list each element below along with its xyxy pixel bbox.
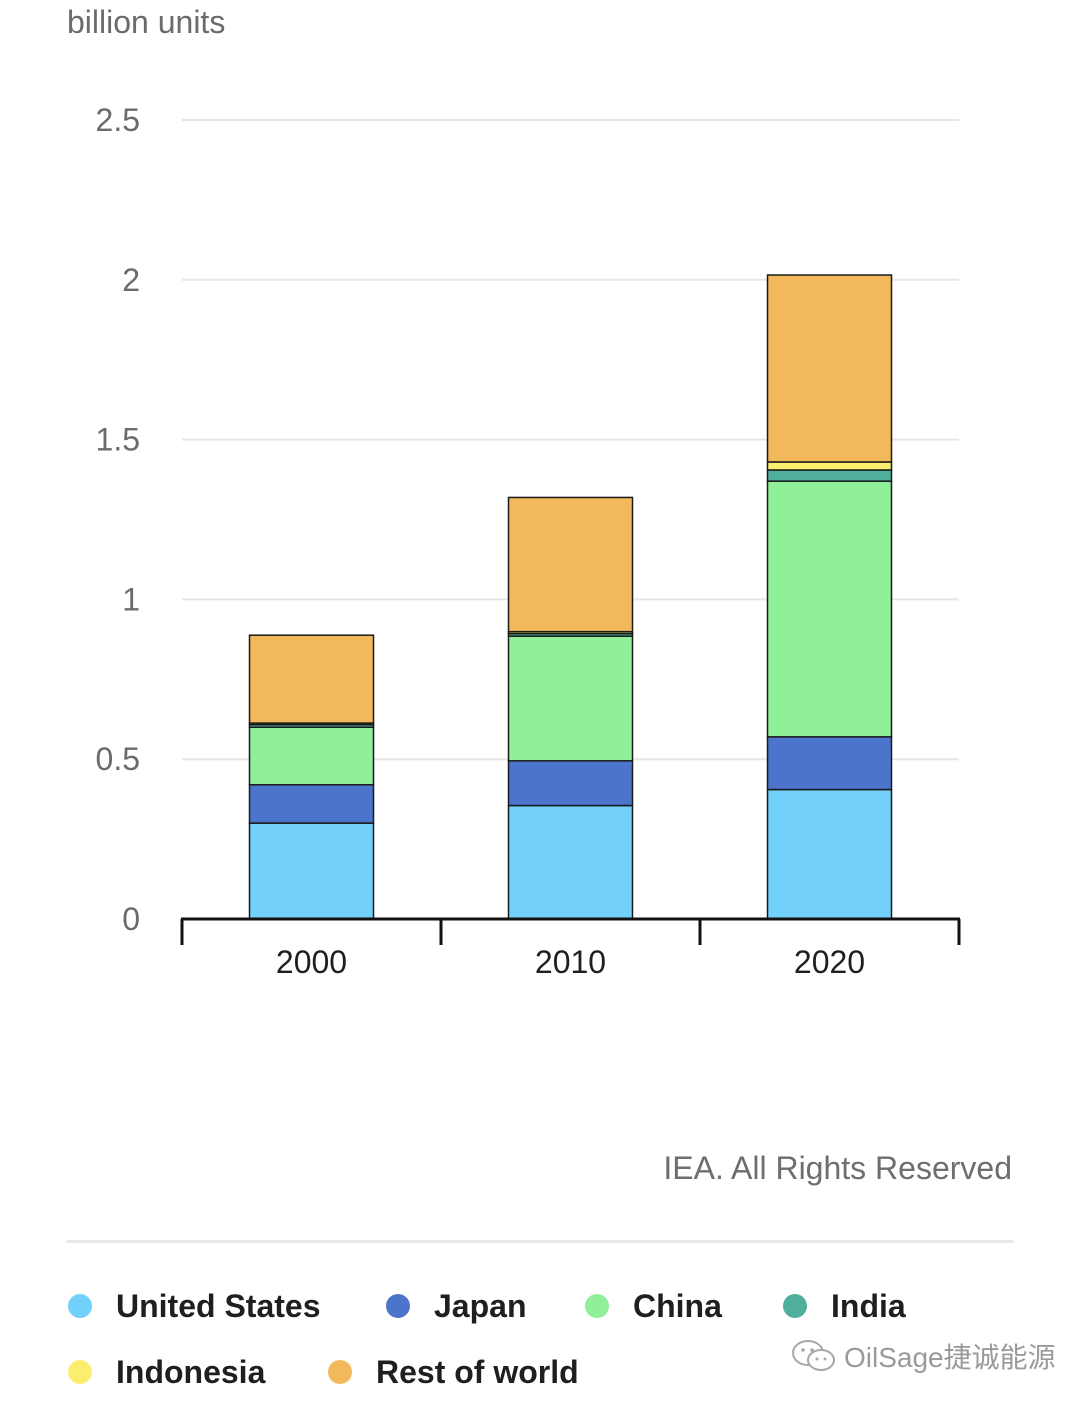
bar-segment-china-2000 [248,726,375,786]
bar-segment-rest-of-world-2000 [248,634,375,724]
y-axis-unit-label: billion units [67,4,226,40]
bar-segment-japan-2020 [766,736,893,791]
watermark-text: OilSage捷诚能源 [844,1342,1056,1373]
legend-label: Japan [434,1287,527,1324]
legend-swatch-rest-of-world [328,1360,352,1384]
x-tick-label: 2010 [535,944,606,980]
legend-item-indonesia[interactable]: Indonesia [68,1352,265,1392]
bar-segment-united-states-2010 [507,804,634,920]
y-tick-label: 0.5 [96,741,140,777]
bar-segment-japan-2010 [507,760,634,807]
bar-segment-rest-of-world-2020 [766,274,893,463]
bar-segment-china-2020 [766,480,893,738]
y-tick-label: 2 [122,262,140,298]
legend-item-united-states[interactable]: United States [68,1286,320,1326]
legend-swatch-japan [386,1294,410,1318]
legend-item-china[interactable]: China [585,1286,722,1326]
legend-label: India [831,1287,906,1324]
bar-segment-united-states-2000 [248,822,375,920]
bar-segment-united-states-2020 [766,788,893,920]
legend-item-japan[interactable]: Japan [386,1286,526,1326]
bar-segment-china-2010 [507,635,634,762]
x-axis-ticks: 2000 2010 2020 [276,944,865,980]
y-tick-label: 2.5 [96,102,140,138]
legend-swatch-china [585,1294,609,1318]
chat-bubble-icon [792,1340,835,1371]
x-tick-label: 2020 [794,944,865,980]
bar-segment-india-2020 [766,469,893,482]
bars [248,274,893,920]
bar-segment-indonesia-2020 [766,461,893,471]
legend-divider [66,1240,1014,1243]
legend-label: United States [116,1287,321,1324]
legend-swatch-indonesia [68,1360,92,1384]
legend-swatch-india [783,1294,807,1318]
chart-credit: IEA. All Rights Reserved [663,1150,1012,1186]
y-axis-ticks: 0 0.5 1 1.5 2 2.5 [96,102,140,937]
y-tick-label: 1 [122,581,140,617]
legend-item-rest-of-world[interactable]: Rest of world [328,1352,579,1392]
legend-item-india[interactable]: India [783,1286,906,1326]
bar-segment-japan-2000 [248,784,375,824]
stacked-bar-chart: 0 0.5 1 1.5 2 2.5 2000 2010 2020 [96,102,961,980]
legend-swatch-united-states [68,1294,92,1318]
legend-label: Rest of world [376,1353,579,1390]
x-axis [180,917,961,945]
y-tick-label: 0 [122,901,140,937]
legend-label: Indonesia [116,1353,266,1390]
legend-label: China [633,1287,722,1324]
bar-segment-rest-of-world-2010 [507,496,634,633]
watermark: OilSage捷诚能源 [790,1336,1056,1376]
y-tick-label: 1.5 [96,422,140,458]
x-tick-label: 2000 [276,944,347,980]
